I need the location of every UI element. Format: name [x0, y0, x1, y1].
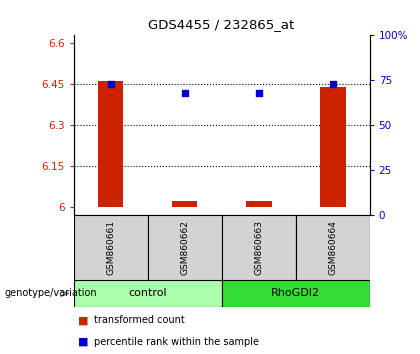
Bar	[296, 215, 370, 280]
Text: GSM860664: GSM860664	[328, 220, 337, 275]
Text: genotype/variation: genotype/variation	[4, 289, 97, 298]
Text: percentile rank within the sample: percentile rank within the sample	[94, 337, 260, 347]
Text: RhoGDI2: RhoGDI2	[271, 289, 320, 298]
Text: ■: ■	[78, 315, 88, 325]
Bar	[246, 201, 271, 207]
Text: GSM860662: GSM860662	[180, 220, 189, 275]
Bar	[222, 280, 370, 307]
Text: control: control	[128, 289, 167, 298]
Bar	[147, 215, 222, 280]
Bar	[320, 87, 346, 207]
Bar	[172, 201, 197, 207]
Bar	[74, 215, 147, 280]
Text: GSM860661: GSM860661	[106, 220, 115, 275]
Text: GSM860663: GSM860663	[254, 220, 263, 275]
Title: GDS4455 / 232865_at: GDS4455 / 232865_at	[148, 18, 295, 31]
Bar	[97, 81, 123, 207]
Bar	[74, 280, 222, 307]
Text: transformed count: transformed count	[94, 315, 185, 325]
Bar	[222, 215, 296, 280]
Text: ■: ■	[78, 337, 88, 347]
